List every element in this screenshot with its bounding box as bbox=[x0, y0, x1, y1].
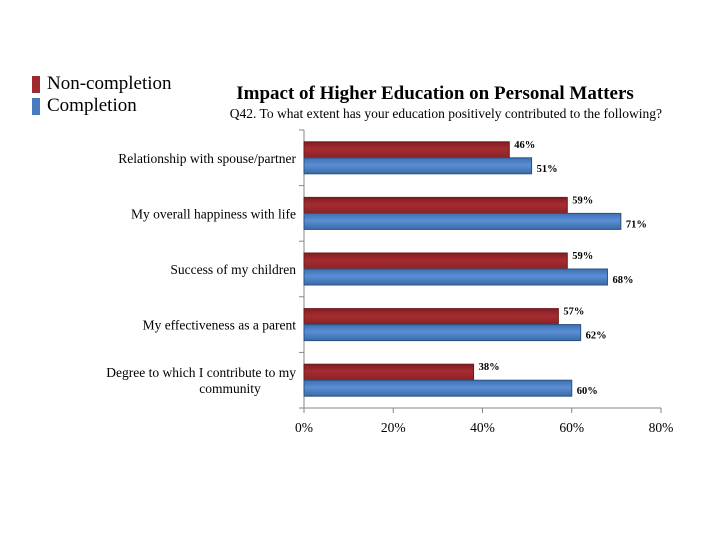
data-label-completion: 68% bbox=[612, 275, 633, 286]
category-label: community bbox=[199, 381, 261, 396]
data-label-completion: 62% bbox=[586, 331, 607, 342]
legend-item-completion: Completion bbox=[32, 95, 172, 117]
data-label-non-completion: 59% bbox=[572, 251, 593, 262]
legend-item-non-completion: Non-completion bbox=[32, 73, 172, 95]
bar-non-completion bbox=[303, 196, 568, 214]
data-label-completion: 60% bbox=[577, 386, 598, 397]
category-label: Degree to which I contribute to my bbox=[106, 365, 296, 380]
legend-swatch-completion bbox=[32, 97, 40, 115]
chart-subtitle: Q42. To what extent has your education p… bbox=[229, 106, 662, 121]
chart-legend: Non-completion Completion bbox=[32, 73, 172, 117]
data-label-non-completion: 46% bbox=[514, 140, 535, 151]
x-tick-label: 60% bbox=[559, 420, 584, 435]
bar-completion bbox=[303, 157, 533, 175]
bar-completion bbox=[303, 212, 622, 230]
category-label: Success of my children bbox=[170, 262, 296, 277]
data-label-non-completion: 57% bbox=[563, 307, 584, 318]
x-tick-label: 80% bbox=[649, 420, 674, 435]
bar-non-completion bbox=[303, 363, 475, 381]
bar-non-completion bbox=[303, 308, 559, 326]
chart-title: Impact of Higher Education on Personal M… bbox=[236, 83, 634, 104]
x-tick-label: 0% bbox=[295, 420, 313, 435]
x-tick-label: 20% bbox=[381, 420, 406, 435]
x-tick-label: 40% bbox=[470, 420, 495, 435]
legend-label-non-completion: Non-completion bbox=[47, 73, 172, 94]
category-label: My effectiveness as a parent bbox=[143, 318, 297, 333]
category-label: My overall happiness with life bbox=[131, 206, 296, 221]
bar-completion bbox=[303, 324, 582, 342]
bar-non-completion bbox=[303, 141, 510, 159]
bar-non-completion bbox=[303, 252, 568, 270]
data-label-non-completion: 59% bbox=[572, 195, 593, 206]
data-label-completion: 71% bbox=[626, 219, 647, 230]
data-label-completion: 51% bbox=[537, 164, 558, 175]
bar-completion bbox=[303, 379, 573, 397]
category-label: Relationship with spouse/partner bbox=[118, 151, 296, 166]
bar-completion bbox=[303, 268, 608, 286]
legend-swatch-non-completion bbox=[32, 75, 40, 93]
legend-label-completion: Completion bbox=[47, 95, 137, 116]
data-label-non-completion: 38% bbox=[479, 362, 500, 373]
